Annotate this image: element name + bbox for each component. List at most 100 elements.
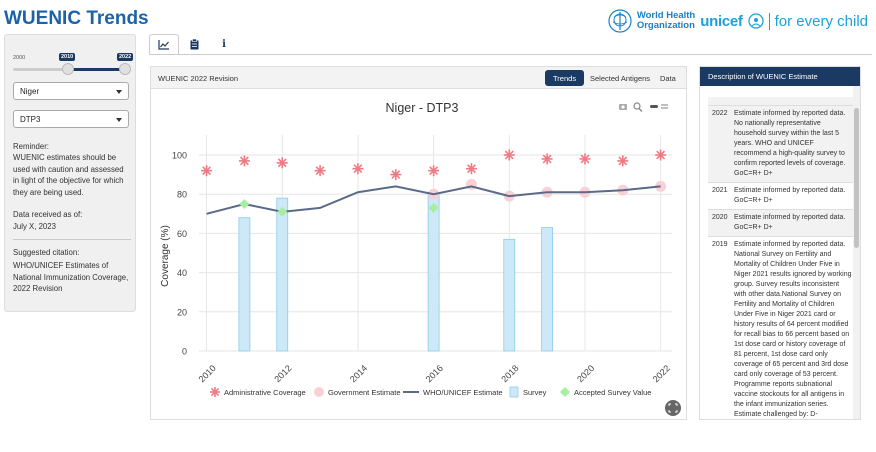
sidebar-divider bbox=[13, 239, 131, 240]
who-logo-text: World Health Organization bbox=[637, 11, 695, 31]
row-description: Estimate informed by reported data. GoC=… bbox=[734, 214, 846, 231]
tagline: for every child bbox=[768, 12, 868, 30]
slider-high-value: 2022 bbox=[117, 53, 134, 61]
admin-point bbox=[579, 153, 591, 165]
slider-fill bbox=[66, 68, 129, 71]
star-stroke bbox=[504, 150, 514, 160]
admin-point bbox=[503, 149, 515, 161]
who-line2: Organization bbox=[636, 20, 695, 31]
row-year: 2019 bbox=[712, 241, 728, 248]
fullscreen-button[interactable] bbox=[665, 400, 681, 416]
x-tick-label: 2010 bbox=[197, 363, 218, 384]
slider-low-handle[interactable] bbox=[62, 63, 74, 75]
row-description: Estimate informed by reported data. GoC=… bbox=[734, 187, 846, 204]
reminder-text: WUENIC estimates should be used with cau… bbox=[13, 153, 124, 197]
zoom-icon[interactable] bbox=[633, 102, 641, 110]
star-stroke bbox=[239, 156, 249, 166]
admin-point bbox=[465, 163, 477, 175]
slider-min-label: 2000 bbox=[13, 55, 26, 61]
panel-scrollbar[interactable] bbox=[853, 86, 860, 419]
star-stroke bbox=[210, 387, 220, 397]
chart-legend: Administrative Coverage Government Estima… bbox=[210, 386, 651, 398]
tab-trends-chart[interactable] bbox=[149, 34, 179, 55]
x-tick-label: 2018 bbox=[499, 363, 520, 384]
data-received-label: Data received as of: bbox=[13, 210, 83, 219]
subtab-trends[interactable]: Trends bbox=[545, 70, 585, 86]
admin-point bbox=[352, 163, 364, 175]
survey-bar bbox=[276, 197, 289, 352]
citation-label: Suggested citation: bbox=[13, 248, 80, 257]
sidebar: 2000 2010 2022 Niger DTP3 Reminder: WUEN… bbox=[4, 34, 136, 312]
subtab-data[interactable]: Data bbox=[660, 73, 676, 83]
admin-point bbox=[428, 165, 440, 177]
clipboard-icon bbox=[190, 39, 198, 50]
data-received-date: July X, 2023 bbox=[13, 222, 56, 231]
desc-top-row bbox=[708, 97, 854, 105]
row-year: 2021 bbox=[712, 187, 728, 194]
y-tick-label: 80 bbox=[177, 190, 187, 200]
info-icon: i bbox=[222, 39, 226, 50]
star-stroke bbox=[429, 166, 439, 176]
admin-point bbox=[617, 155, 629, 167]
legend-label: Survey bbox=[523, 388, 547, 397]
admin-point bbox=[541, 153, 553, 165]
reminder-label: Reminder: bbox=[13, 142, 49, 151]
admin-point bbox=[238, 155, 250, 167]
tab-info[interactable]: i bbox=[209, 34, 239, 55]
accepted-survey-point bbox=[428, 202, 439, 213]
survey-bar bbox=[427, 191, 440, 352]
country-select[interactable]: Niger bbox=[13, 82, 129, 100]
y-tick-label: 40 bbox=[177, 268, 187, 278]
slider-high-handle[interactable] bbox=[119, 63, 131, 75]
star-stroke bbox=[580, 154, 590, 164]
description-panel: Description of WUENIC Estimate 2022 Esti… bbox=[699, 66, 861, 420]
table-row: 2022 Estimate informed by reported data.… bbox=[708, 105, 854, 182]
x-tick-label: 2014 bbox=[348, 363, 369, 384]
card-title: WUENIC 2022 Revision bbox=[158, 74, 239, 83]
year-range-slider[interactable]: 2000 2010 2022 bbox=[13, 47, 134, 77]
legend-label: Accepted Survey Value bbox=[574, 388, 651, 397]
row-year: 2020 bbox=[712, 214, 728, 221]
vaccine-select-value: DTP3 bbox=[20, 115, 41, 124]
admin-point bbox=[314, 165, 326, 177]
legend-label: Administrative Coverage bbox=[224, 388, 306, 397]
table-row: 2021 Estimate informed by reported data.… bbox=[708, 182, 854, 209]
legend-circle bbox=[314, 387, 324, 397]
admin-points bbox=[201, 149, 667, 181]
accepted-survey-points bbox=[239, 199, 439, 217]
survey-bars bbox=[238, 191, 554, 352]
zoom-handle bbox=[638, 108, 643, 112]
who-line1: World Health bbox=[636, 10, 696, 21]
line-chart-icon bbox=[158, 39, 169, 50]
chevron-down-icon bbox=[116, 118, 122, 122]
x-tick-label: 2022 bbox=[651, 363, 672, 384]
x-tick-label: 2012 bbox=[272, 363, 293, 384]
description-table: 2022 Estimate informed by reported data.… bbox=[708, 105, 854, 419]
app-title: WUENIC Trends bbox=[4, 8, 149, 29]
main-tabs: i bbox=[149, 34, 239, 55]
chart-card: WUENIC 2022 Revision Trends Selected Ant… bbox=[150, 66, 687, 420]
citation-text: WHO/UNICEF Estimates of National Immuniz… bbox=[13, 261, 129, 293]
x-tick-label: 2020 bbox=[575, 363, 596, 384]
table-row: 2020 Estimate informed by reported data.… bbox=[708, 209, 854, 236]
y-tick-label: 0 bbox=[182, 347, 187, 357]
panel-title: Description of WUENIC Estimate bbox=[700, 67, 860, 86]
row-description: Estimate informed by reported data. No n… bbox=[734, 110, 846, 177]
slider-low-value: 2010 bbox=[59, 53, 76, 61]
table-row: 2019 Estimate informed by reported data.… bbox=[708, 236, 854, 419]
tab-clipboard[interactable] bbox=[179, 34, 209, 55]
unicef-logo-text: unicef bbox=[700, 12, 743, 30]
subtab-selected-antigens[interactable]: Selected Antigens bbox=[590, 73, 651, 83]
admin-point bbox=[390, 169, 402, 181]
vaccine-select[interactable]: DTP3 bbox=[13, 110, 129, 128]
survey-bar bbox=[541, 227, 554, 352]
country-select-value: Niger bbox=[20, 87, 40, 96]
pan-icon[interactable] bbox=[650, 105, 658, 108]
scrollbar-thumb[interactable] bbox=[854, 108, 859, 248]
card-header: WUENIC 2022 Revision Trends Selected Ant… bbox=[151, 67, 686, 89]
star-stroke bbox=[277, 158, 287, 168]
chart-title: Niger - DTP3 bbox=[386, 101, 459, 115]
admin-point bbox=[276, 157, 288, 169]
admin-point bbox=[655, 149, 667, 161]
who-emblem-icon bbox=[608, 9, 632, 33]
